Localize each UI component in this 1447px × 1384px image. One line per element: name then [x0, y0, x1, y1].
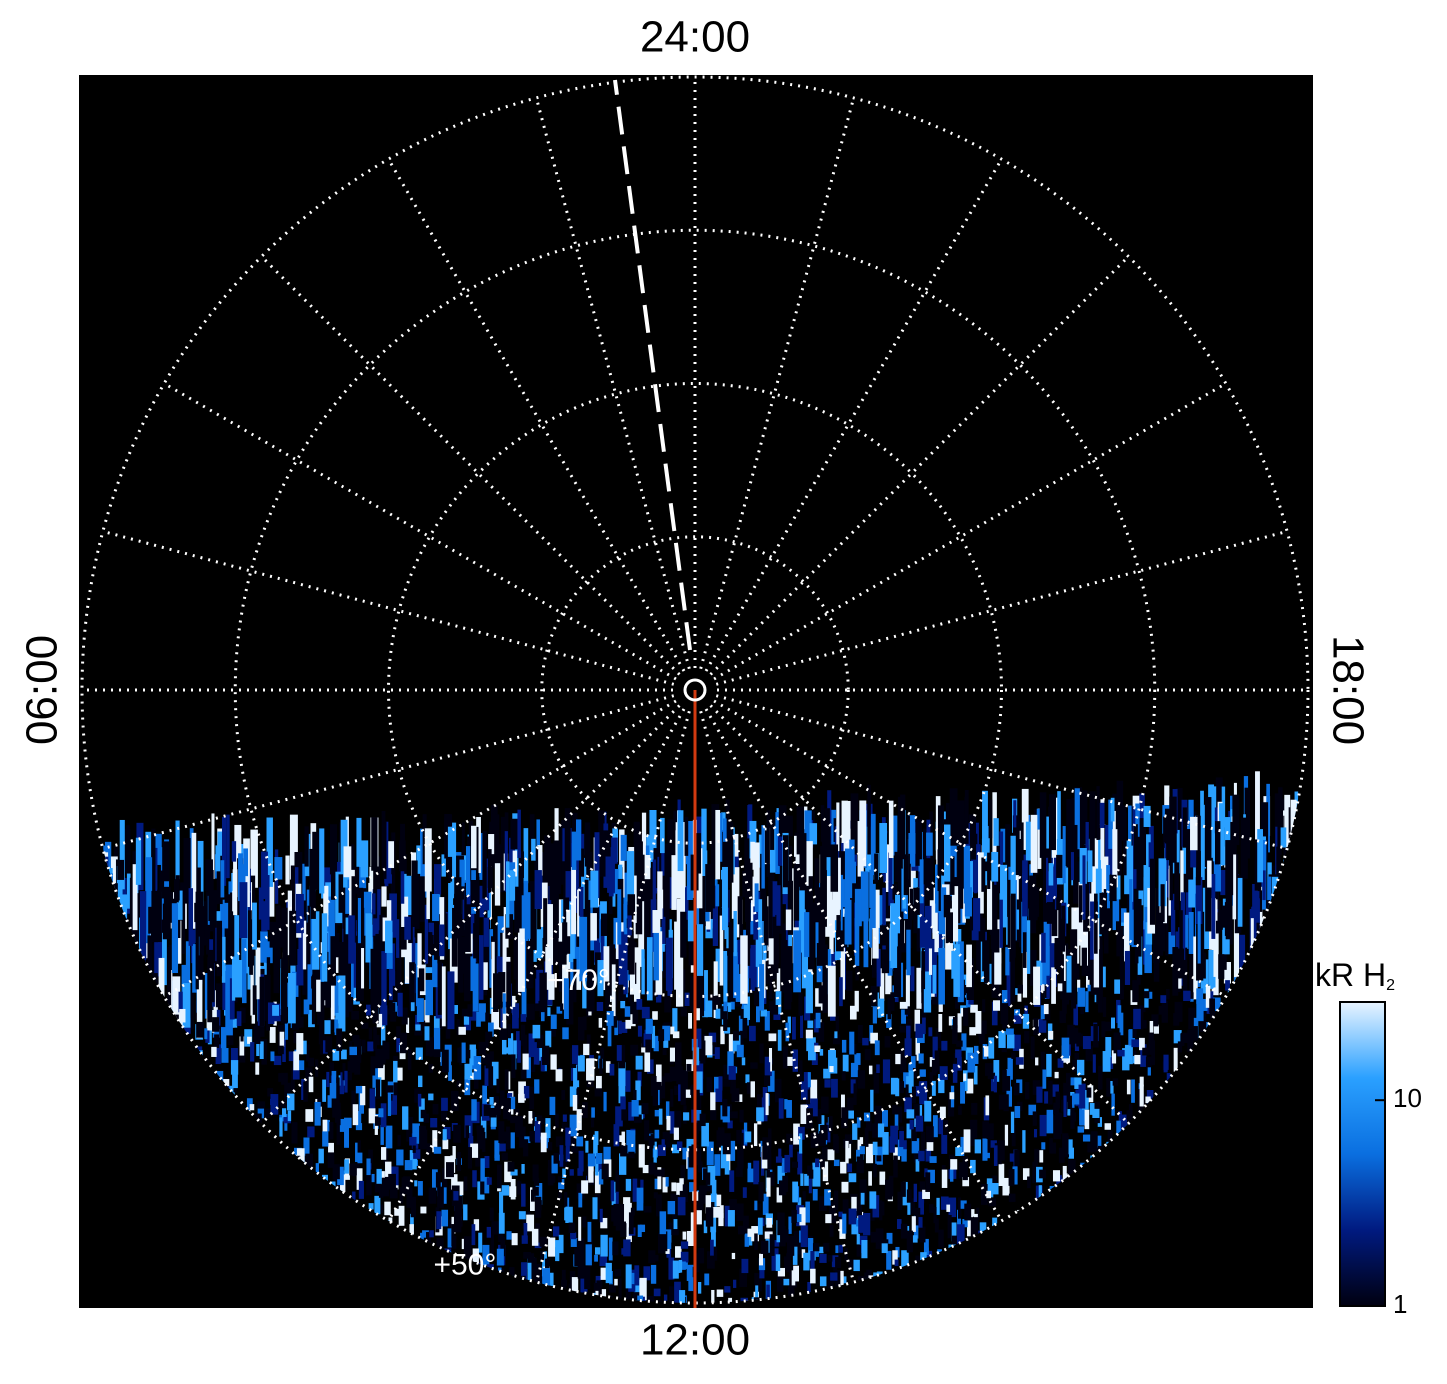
reference-meridian [613, 79, 692, 651]
colorbar-tick-label: 1 [1393, 1289, 1407, 1319]
latitude-label: +70° [547, 964, 610, 997]
time-label: 24:00 [640, 13, 750, 62]
time-label: 12:00 [640, 1316, 750, 1365]
colorbar-label-sub: 2 [1386, 977, 1395, 994]
latitude-circle [233, 228, 1157, 1152]
colorbar-label-main: kR H [1315, 957, 1386, 993]
colorbar-label: kR H2 [1315, 957, 1395, 994]
pole-marker [683, 678, 707, 702]
colorbar-scale [1339, 1001, 1386, 1307]
colorbar: 1 10 kR H2 [1315, 957, 1422, 1318]
time-label: 18:00 [1323, 635, 1372, 745]
colorbar-tick-label: 10 [1393, 1083, 1422, 1113]
labels: 24:00 06:00 12:00 18:00 +70° +50° [18, 13, 1373, 1365]
latitude-label: +50° [433, 1249, 496, 1282]
time-label: 06:00 [18, 635, 67, 745]
latitude-circle [80, 75, 1310, 1305]
